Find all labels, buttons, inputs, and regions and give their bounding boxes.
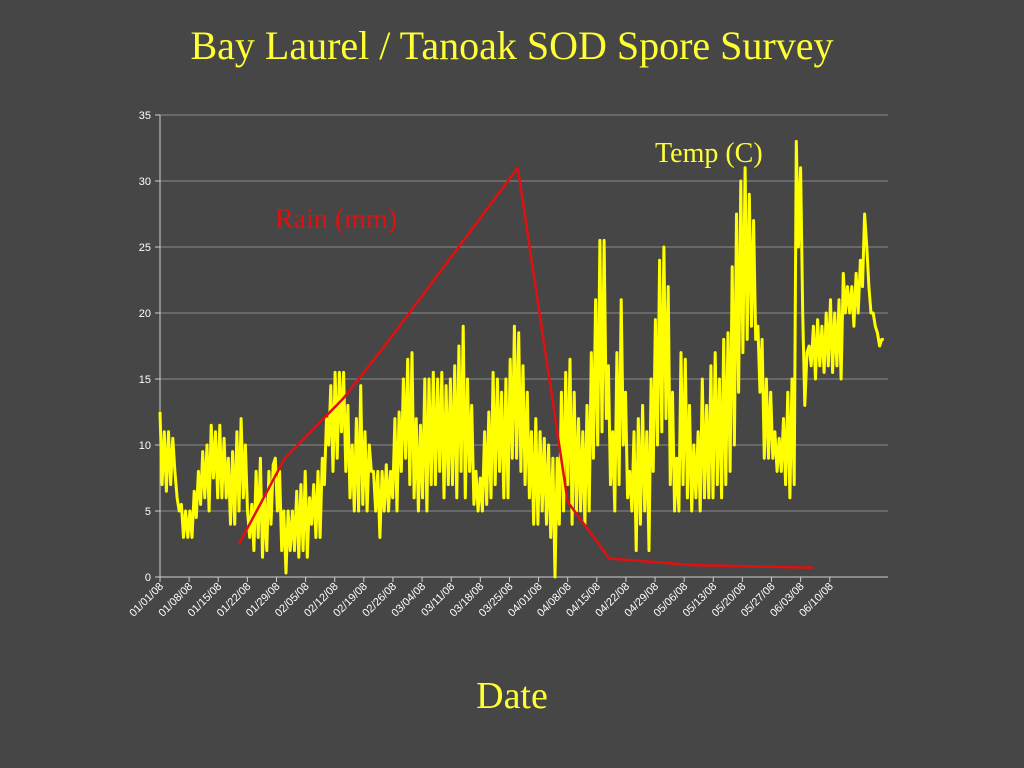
x-axis-label: Date [476,675,548,717]
y-tick-label: 10 [139,440,151,452]
y-tick-label: 5 [145,506,151,518]
rain-series-line [237,166,814,570]
temp-series-line [158,139,884,579]
y-axis-ticks: 0 5 10 15 20 25 30 35 [139,110,160,584]
y-tick-label: 15 [139,374,151,386]
chart-title: Bay Laurel / Tanoak SOD Spore Survey [190,23,834,68]
y-tick-label: 25 [139,242,151,254]
y-tick-label: 35 [139,110,151,122]
rain-series-label: Rain (mm) [275,204,397,235]
y-tick-label: 20 [139,308,151,320]
y-tick-label: 30 [139,176,151,188]
y-tick-label: 0 [145,572,151,584]
temp-series-label: Temp (C) [655,138,763,169]
x-axis-ticks: 01/01/0801/08/0801/15/0801/22/0801/29/08… [127,577,836,619]
